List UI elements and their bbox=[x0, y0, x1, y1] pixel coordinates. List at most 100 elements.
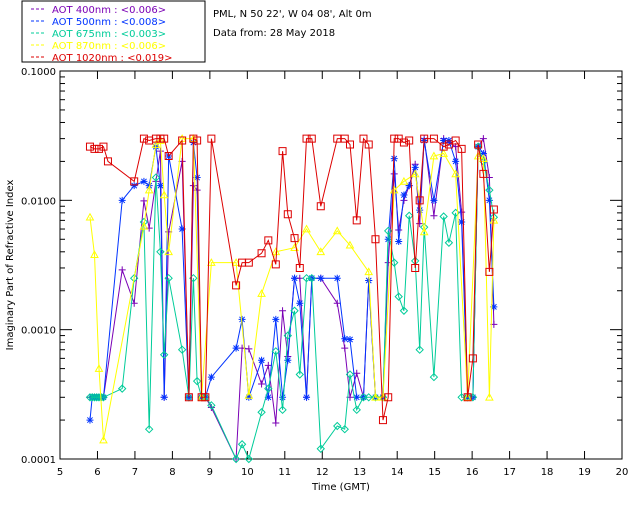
data-point bbox=[451, 136, 460, 145]
data-point bbox=[257, 249, 266, 258]
data-point bbox=[164, 273, 173, 283]
data-point bbox=[405, 136, 414, 145]
data-point bbox=[378, 416, 387, 425]
data-point bbox=[371, 392, 380, 401]
data-point bbox=[164, 247, 174, 256]
data-point bbox=[317, 274, 325, 282]
series-aot-1020nm bbox=[85, 134, 498, 425]
series-line bbox=[90, 146, 495, 461]
data-point bbox=[193, 136, 202, 145]
data-point bbox=[390, 170, 398, 178]
data-point bbox=[237, 440, 247, 449]
data-point bbox=[389, 185, 399, 194]
data-point bbox=[307, 134, 316, 143]
data-point bbox=[445, 137, 453, 145]
y-tick-label: 0.0100 bbox=[21, 196, 56, 207]
data-point bbox=[302, 224, 311, 233]
data-point bbox=[485, 185, 494, 195]
date-info: Data from: 28 May 2018 bbox=[213, 28, 335, 39]
data-point bbox=[140, 177, 148, 185]
data-point bbox=[394, 292, 403, 301]
y-tick-label: 0.1000 bbox=[21, 67, 56, 78]
data-point bbox=[399, 306, 409, 315]
data-point bbox=[429, 134, 438, 143]
x-tick-label: 13 bbox=[353, 467, 366, 478]
data-point bbox=[118, 196, 126, 204]
data-point bbox=[207, 258, 216, 266]
data-point bbox=[193, 174, 201, 182]
data-point bbox=[117, 384, 127, 393]
data-point bbox=[419, 227, 429, 236]
data-point bbox=[244, 390, 254, 399]
data-point bbox=[400, 191, 408, 199]
data-point bbox=[404, 211, 414, 220]
data-point bbox=[178, 136, 187, 145]
data-point bbox=[178, 225, 186, 233]
data-point bbox=[264, 236, 273, 245]
data-point bbox=[90, 250, 99, 258]
data-point bbox=[295, 263, 304, 272]
data-point bbox=[159, 190, 169, 199]
data-point bbox=[303, 393, 311, 401]
data-point bbox=[341, 335, 349, 343]
data-point bbox=[451, 169, 460, 178]
data-point bbox=[485, 196, 493, 204]
data-point bbox=[139, 221, 149, 230]
data-point bbox=[94, 364, 104, 372]
data-point bbox=[439, 212, 448, 221]
data-point bbox=[264, 384, 273, 393]
data-point bbox=[164, 152, 173, 161]
data-point bbox=[316, 444, 325, 453]
data-point bbox=[264, 393, 272, 401]
data-point bbox=[440, 137, 448, 145]
data-point bbox=[156, 247, 165, 257]
data-point bbox=[177, 345, 187, 354]
data-point bbox=[378, 393, 388, 402]
x-tick-label: 9 bbox=[207, 467, 213, 478]
data-point bbox=[144, 424, 154, 434]
data-point bbox=[130, 177, 139, 186]
x-axis-label: Time (GMT) bbox=[311, 482, 370, 493]
data-point bbox=[430, 212, 438, 220]
data-point bbox=[416, 206, 424, 214]
data-point bbox=[290, 306, 299, 315]
data-point bbox=[352, 405, 361, 415]
data-point bbox=[429, 372, 439, 382]
data-point bbox=[345, 140, 354, 149]
data-point bbox=[156, 136, 165, 144]
data-point bbox=[231, 258, 241, 266]
data-point bbox=[103, 157, 112, 166]
legend-entry: AOT 870nm : <0.006> bbox=[52, 41, 166, 52]
data-point bbox=[485, 392, 494, 401]
data-point bbox=[415, 345, 424, 354]
data-point bbox=[307, 273, 316, 283]
data-point bbox=[415, 196, 424, 205]
data-point bbox=[295, 370, 304, 379]
data-point bbox=[160, 393, 168, 401]
data-point bbox=[278, 147, 287, 156]
data-point bbox=[189, 182, 197, 190]
data-point bbox=[468, 354, 477, 363]
x-tick-label: 8 bbox=[169, 467, 175, 478]
data-point bbox=[485, 267, 494, 276]
data-point bbox=[272, 419, 280, 427]
data-point bbox=[457, 144, 466, 153]
x-tick-label: 12 bbox=[316, 467, 329, 478]
data-point bbox=[345, 240, 355, 249]
legend-entry: AOT 675nm : <0.003> bbox=[52, 29, 166, 40]
data-point bbox=[479, 150, 487, 158]
data-point bbox=[99, 142, 108, 151]
data-point bbox=[290, 234, 299, 243]
data-point bbox=[232, 344, 240, 352]
data-point bbox=[316, 202, 325, 211]
axis-ticks: 5 6 7 8 9 10 11 12 13 14 15 16 17 18 19 20 0.0001 0.0010 0… bbox=[21, 67, 628, 478]
data-point bbox=[207, 373, 215, 381]
data-point bbox=[151, 173, 161, 182]
data-point bbox=[156, 182, 164, 190]
data-point bbox=[371, 235, 380, 244]
x-tick-label: 6 bbox=[94, 467, 100, 478]
data-point bbox=[160, 134, 169, 143]
y-tick-label: 0.0010 bbox=[21, 326, 56, 337]
data-point bbox=[429, 151, 439, 160]
